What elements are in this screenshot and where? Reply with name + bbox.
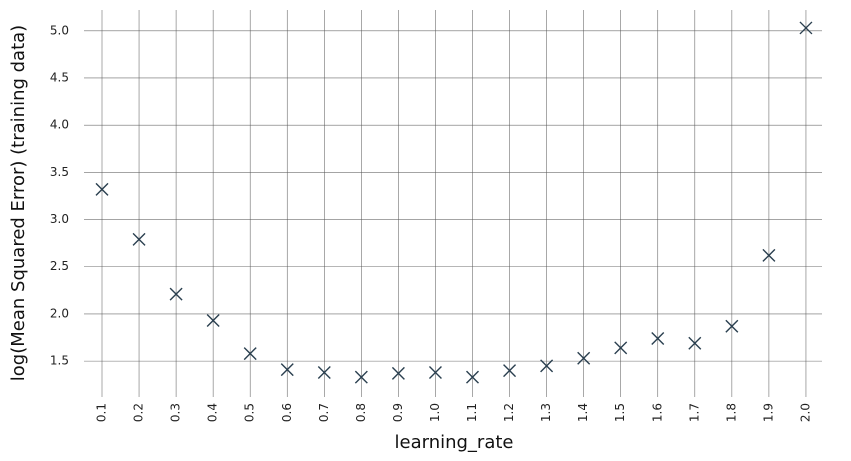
- data-point-marker: [354, 370, 368, 384]
- y-tick-label: 3.5: [50, 165, 69, 179]
- x-tick-label: 1.5: [613, 403, 627, 422]
- x-tick-label: 0.2: [132, 403, 146, 422]
- data-point-marker: [503, 364, 517, 378]
- x-tick-label: 1.1: [465, 403, 479, 422]
- data-point-marker: [799, 21, 813, 35]
- x-tick-label: 1.8: [724, 403, 738, 422]
- x-tick-label: 1.2: [502, 403, 516, 422]
- data-point-marker: [280, 363, 294, 377]
- x-axis-label: learning_rate: [395, 432, 514, 453]
- x-tick-label: 1.3: [539, 403, 553, 422]
- x-tick-label: 1.6: [650, 403, 664, 422]
- y-tick-labels: 1.5 2.0 2.5 3.0 3.5 4.0 4.5 5.0: [50, 23, 69, 367]
- y-tick-label: 5.0: [50, 23, 69, 37]
- x-tick-label: 1.4: [576, 403, 590, 422]
- data-point-marker: [169, 287, 183, 301]
- data-point-marker: [95, 182, 109, 196]
- x-tick-label: 0.9: [391, 403, 405, 422]
- y-tick-label: 2.5: [50, 259, 69, 273]
- x-tick-label: 2.0: [798, 403, 812, 422]
- y-tick-label: 4.0: [50, 118, 69, 132]
- data-point-marker: [688, 336, 702, 350]
- data-point-marker: [651, 331, 665, 345]
- x-tick-labels: 0.1 0.2 0.3 0.4 0.5 0.6 0.7 0.8 0.9 1.0 1.1 1.2 1.3 1…: [95, 403, 813, 422]
- x-tick-label: 1.0: [428, 403, 442, 422]
- data-point-marker: [132, 232, 146, 246]
- x-tick-label: 0.5: [243, 403, 257, 422]
- y-tick-label: 4.5: [50, 70, 69, 84]
- data-point-marker: [206, 314, 220, 328]
- data-point-marker: [540, 359, 554, 373]
- data-point-marker: [466, 370, 479, 384]
- grid: [84, 10, 822, 397]
- x-tick-label: 0.7: [317, 403, 331, 422]
- x-tick-label: 0.3: [169, 403, 183, 422]
- x-tick-label: 1.9: [761, 403, 775, 422]
- x-tick-label: 0.4: [206, 403, 220, 422]
- data-point-marker: [577, 351, 591, 365]
- y-tick-label: 2.0: [50, 306, 69, 320]
- y-tick-label: 1.5: [50, 354, 69, 368]
- y-tick-label: 3.0: [50, 212, 69, 226]
- data-points: [95, 21, 813, 384]
- x-tick-label: 1.7: [687, 403, 701, 422]
- data-point-marker: [725, 319, 739, 333]
- data-point-marker: [614, 341, 628, 355]
- data-point-marker: [243, 347, 257, 361]
- y-axis-label: log(Mean Squared Error) (training data): [8, 25, 29, 381]
- x-tick-label: 0.8: [354, 403, 368, 422]
- data-point-marker: [762, 248, 776, 262]
- x-tick-label: 0.6: [280, 403, 294, 422]
- data-point-marker: [428, 365, 442, 379]
- data-point-marker: [317, 365, 331, 379]
- data-point-marker: [391, 366, 405, 380]
- x-tick-label: 0.1: [95, 403, 109, 422]
